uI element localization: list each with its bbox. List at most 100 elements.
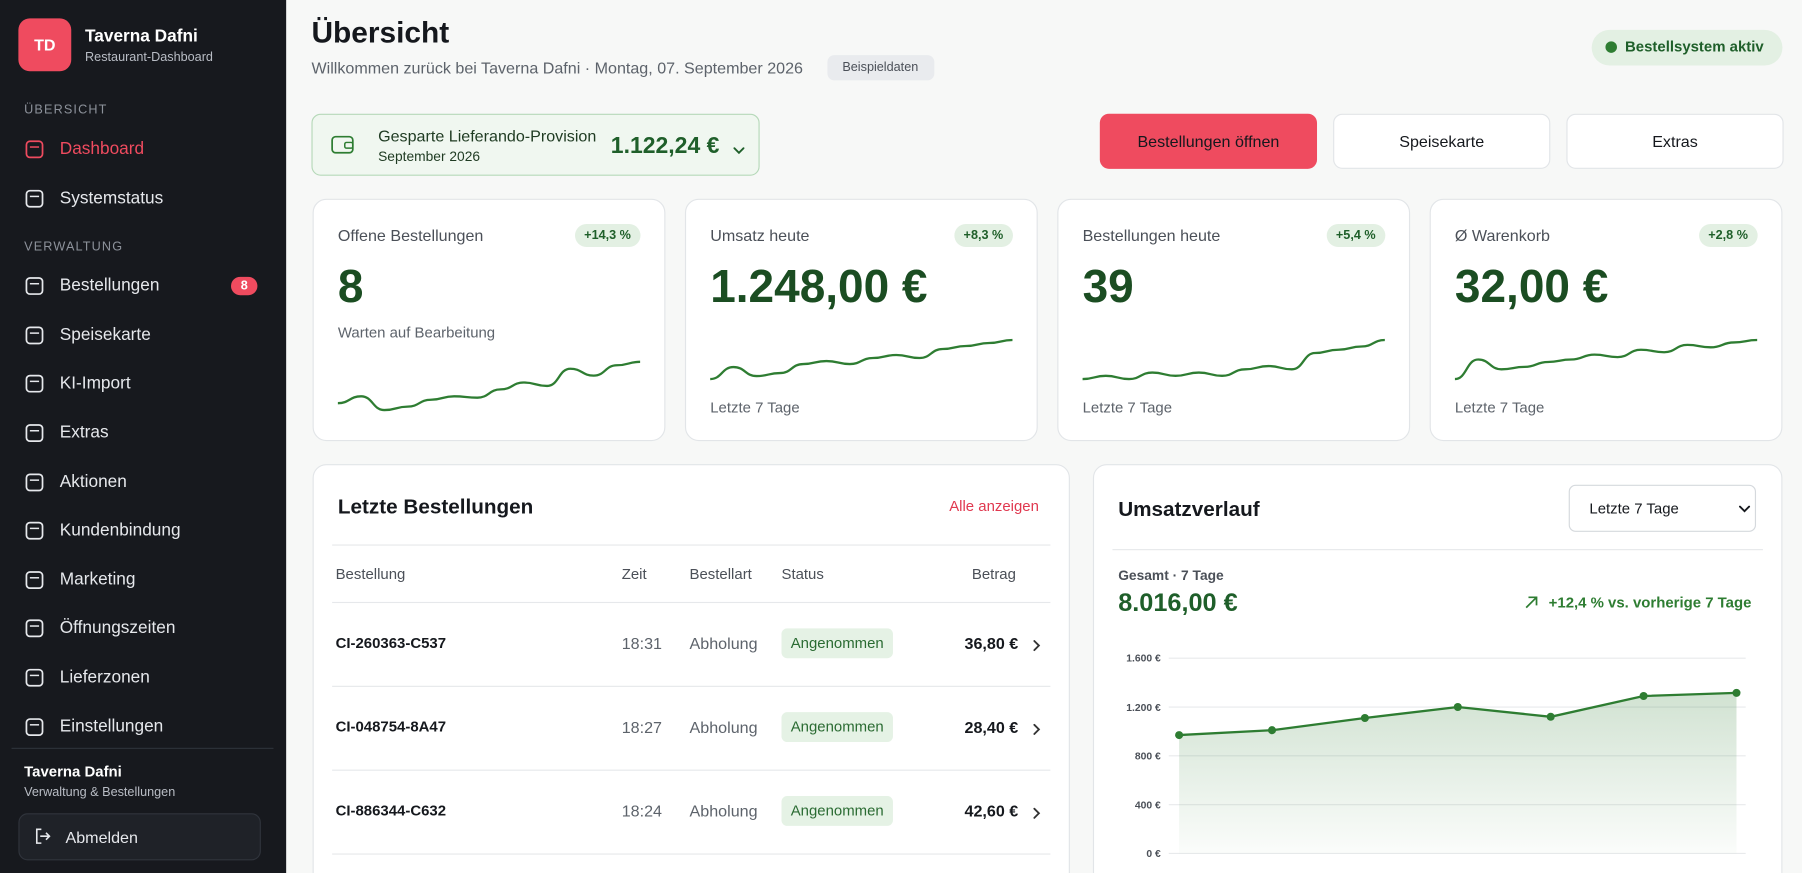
line-chart <box>1168 657 1746 855</box>
action-label[interactable]: Bestellungen öffnen <box>1137 132 1280 151</box>
savings-box[interactable] <box>311 113 760 176</box>
kpi-note: Letzte 7 Tage <box>1082 398 1173 416</box>
icon-shape <box>35 828 51 844</box>
nav-item[interactable]: Marketing <box>59 569 136 590</box>
icon-shape <box>25 326 44 345</box>
nav-item[interactable]: Kundenbindung <box>59 520 181 541</box>
range-select-label[interactable]: Letzte 7 Tage <box>1589 499 1679 517</box>
order-status: Angenommen <box>790 634 884 652</box>
icon-shape <box>25 189 44 208</box>
nav-icon <box>25 189 44 208</box>
order-time: 18:31 <box>621 634 663 653</box>
point <box>1732 688 1741 697</box>
logout-icon <box>35 828 51 844</box>
y-tick-label: 1.600 € <box>1126 652 1161 664</box>
y-tick-label: 0 € <box>1146 847 1161 860</box>
brand-subtitle: Restaurant-Dashboard <box>85 50 213 65</box>
order-id: CI-886344-C632 <box>335 801 447 820</box>
orders-link[interactable]: Alle anzeigen <box>949 497 1039 515</box>
sidebar-divider <box>11 747 274 749</box>
orders-card <box>312 464 1070 873</box>
chevron-icon <box>1033 807 1041 819</box>
kpi-value: 32,00 € <box>1454 261 1609 313</box>
action-label[interactable]: Speisekarte <box>1399 132 1485 151</box>
status-pill <box>781 712 893 743</box>
kpi-change: +2,8 % <box>1699 223 1758 247</box>
sparkline <box>710 338 1013 381</box>
action-button[interactable] <box>1099 113 1318 169</box>
action-button[interactable] <box>1566 113 1784 169</box>
savings-period: September 2026 <box>378 148 481 165</box>
icon-shape <box>1525 596 1538 609</box>
range-select[interactable] <box>1568 484 1757 532</box>
nav-item[interactable]: Aktionen <box>59 471 127 492</box>
nav-item[interactable]: Einstellungen <box>59 716 164 736</box>
trend-icon <box>1525 596 1538 609</box>
divider <box>1112 549 1763 551</box>
nav-heading: VERWALTUNG <box>24 240 124 255</box>
nav-item[interactable]: Dashboard <box>59 138 145 159</box>
logout-label[interactable]: Abmelden <box>65 828 138 847</box>
wallet-icon <box>331 135 354 154</box>
column-header: Bestellart <box>689 565 752 583</box>
nav-icon <box>25 326 44 345</box>
order-amount: 36,80 € <box>964 634 1019 653</box>
nav-icon <box>25 619 44 638</box>
chevron-icon <box>733 147 745 155</box>
nav-item[interactable]: Öffnungszeiten <box>59 618 176 638</box>
icon-shape <box>25 277 44 296</box>
logout-button[interactable] <box>18 813 261 861</box>
sample-badge: Beispieldaten <box>842 60 919 75</box>
column-header: Zeit <box>621 565 647 583</box>
icon-shape <box>331 135 354 154</box>
divider <box>332 601 1051 604</box>
chevron <box>1033 640 1041 652</box>
sparkline <box>1082 338 1385 381</box>
row-divider <box>332 769 1051 771</box>
kpi-title: Offene Bestellungen <box>337 226 484 245</box>
order-id: CI-048754-8A47 <box>335 717 447 736</box>
kpi-title: Ø Warenkorb <box>1454 226 1551 245</box>
order-time: 18:24 <box>621 801 663 821</box>
status-pill <box>781 796 893 826</box>
icon-shape <box>25 473 44 491</box>
page-subtitle: Willkommen zurück bei Taverna Dafni · Mo… <box>311 58 804 77</box>
nav-item[interactable]: Speisekarte <box>59 324 151 345</box>
sparkline <box>337 360 641 412</box>
nav-icon <box>25 570 44 589</box>
icon-shape <box>344 141 354 149</box>
chevron-icon <box>1033 723 1041 735</box>
change-label: +12,4 % vs. vorherige 7 Tage <box>1548 593 1752 612</box>
status-pill <box>781 628 893 659</box>
point <box>1360 713 1369 723</box>
order-id: CI-260363-C537 <box>335 634 447 652</box>
icon-shape <box>25 668 44 687</box>
point <box>1175 731 1184 740</box>
nav-badge: 8 <box>230 277 258 296</box>
status-pill <box>1591 29 1783 66</box>
order-type: Abholung <box>689 717 758 737</box>
icon-shape <box>25 717 44 736</box>
sidebar <box>0 0 287 873</box>
chevron-icon <box>1033 640 1041 652</box>
sparkline-line <box>1082 338 1385 381</box>
action-label[interactable]: Extras <box>1652 132 1698 151</box>
nav-item[interactable]: Extras <box>59 422 109 443</box>
chevron-icon <box>1739 505 1751 513</box>
point <box>1453 702 1462 712</box>
action-button[interactable] <box>1333 113 1551 169</box>
chevron <box>1739 505 1751 513</box>
nav-item[interactable]: Lieferzonen <box>59 667 150 687</box>
order-time: 18:27 <box>621 717 663 737</box>
divider <box>332 544 1051 546</box>
nav-item[interactable]: KI-Import <box>59 373 131 394</box>
nav-item[interactable]: Systemstatus <box>59 187 164 208</box>
icon-shape <box>25 375 44 394</box>
total-value: 8.016,00 € <box>1118 588 1238 617</box>
kpi-value: 39 <box>1082 261 1134 313</box>
savings-label: Gesparte Lieferando-Provision <box>378 126 597 145</box>
savings-amount: 1.122,24 € <box>610 133 720 159</box>
total-label: Gesamt · 7 Tage <box>1118 567 1224 584</box>
nav-item[interactable]: Bestellungen <box>59 275 160 296</box>
